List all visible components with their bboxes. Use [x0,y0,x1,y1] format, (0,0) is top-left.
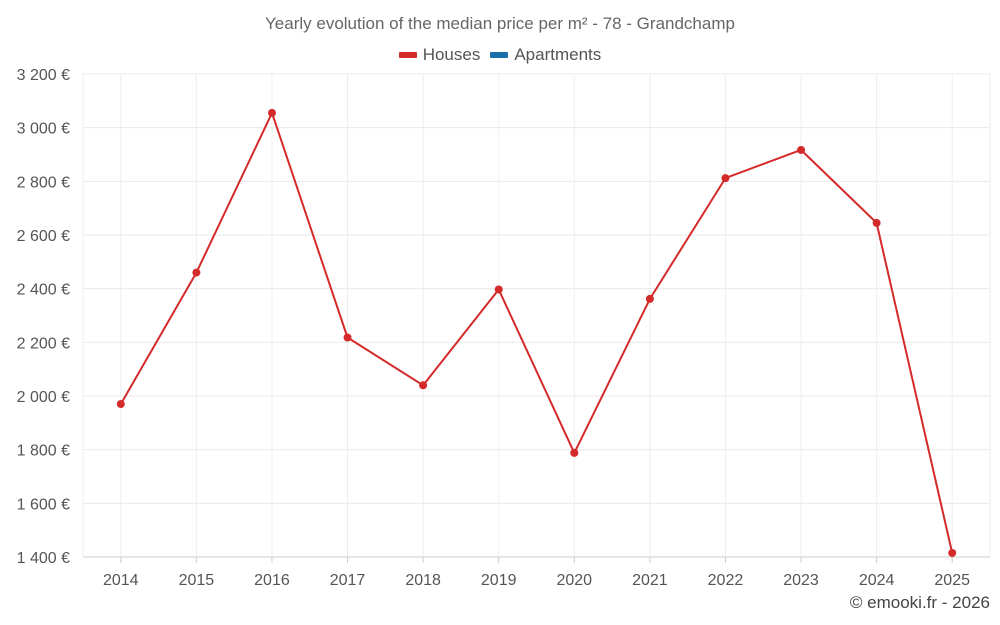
data-point-houses-2018 [419,381,428,390]
legend-swatch-apartments [490,52,509,58]
y-tick-label: 1 800 € [17,443,70,460]
y-tick-label: 2 000 € [17,389,70,406]
y-tick-label: 1 600 € [17,496,70,513]
x-tick-label: 2022 [708,572,744,589]
x-tick-label: 2024 [859,572,895,589]
chart-title: Yearly evolution of the median price per… [265,14,735,33]
y-tick-label: 3 000 € [17,121,70,138]
x-tick-label: 2020 [556,572,592,589]
x-tick-label: 2016 [254,572,290,589]
y-tick-label: 2 600 € [17,228,70,245]
data-point-houses-2025 [948,548,957,557]
x-tick-label: 2017 [330,572,366,589]
y-tick-label: 2 400 € [17,282,70,299]
x-tick-label: 2023 [783,572,819,589]
data-point-houses-2024 [872,218,881,227]
y-tick-label: 1 400 € [17,550,70,567]
copyright-credit: © emooki.fr - 2026 [849,593,990,612]
x-tick-label: 2025 [934,572,970,589]
data-point-houses-2022 [721,174,730,183]
y-tick-label: 2 800 € [17,174,70,191]
data-point-houses-2023 [797,145,806,154]
y-tick-label: 3 200 € [17,67,70,84]
data-point-houses-2020 [570,448,579,457]
data-point-houses-2016 [267,108,276,117]
y-tick-label: 2 200 € [17,335,70,352]
data-point-houses-2017 [343,333,352,342]
x-tick-label: 2014 [103,572,139,589]
series-line-houses [119,111,954,554]
data-point-houses-2021 [645,294,654,303]
data-point-houses-2014 [116,400,125,409]
x-tick-label: 2015 [179,572,215,589]
x-tick-label: 2021 [632,572,668,589]
legend-label-apartments: Apartments [514,45,602,64]
legend-label-houses: Houses [422,45,481,64]
legend-item-houses[interactable]: Houses [398,45,481,65]
x-tick-label: 2018 [405,572,441,589]
legend-item-apartments[interactable]: Apartments [490,45,601,65]
legend: Houses Apartments [0,45,1000,65]
legend-swatch-houses [398,52,417,58]
data-point-houses-2015 [192,268,201,277]
x-tick-label: 2019 [481,572,517,589]
data-point-houses-2019 [494,285,503,294]
